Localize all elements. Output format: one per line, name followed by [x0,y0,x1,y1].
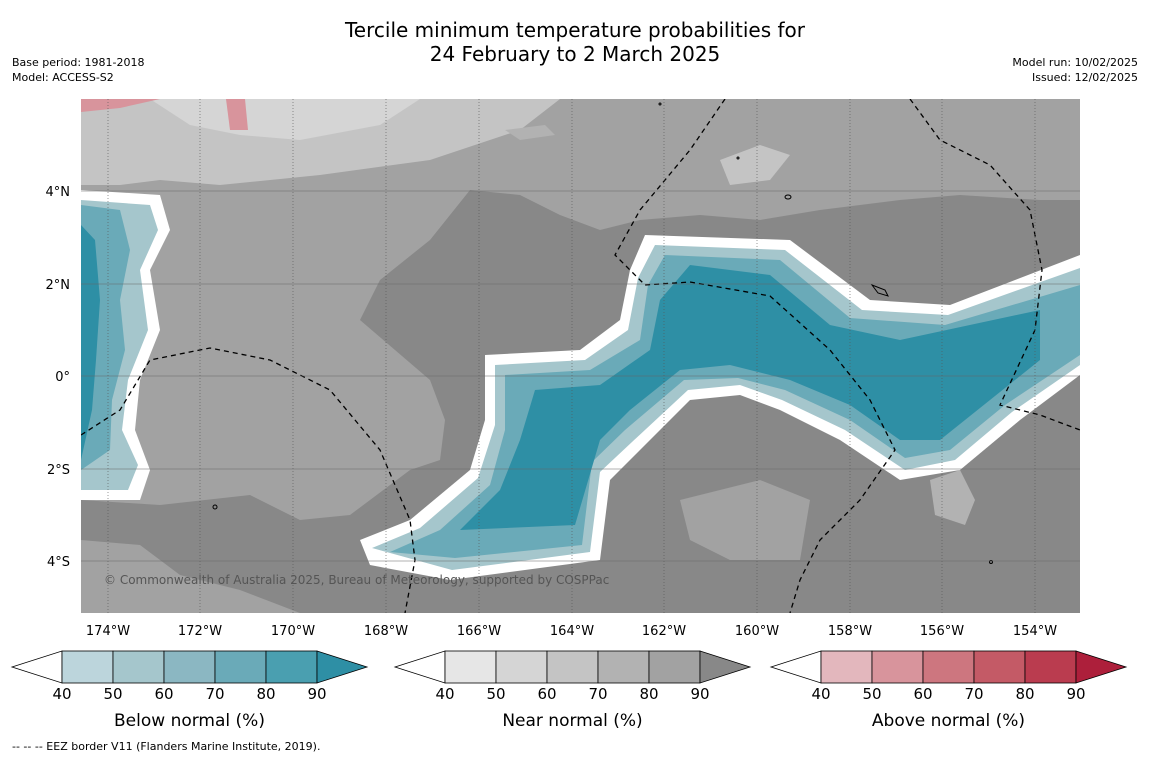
colorbar-cell [444,650,497,684]
colorbar-cell [495,650,548,684]
lon-label: 172°W [178,624,222,639]
colorbar: 40 50 60 70 80 90 Above normal (%) [769,650,1128,731]
colorbar-tick-label: 90 [1066,685,1085,703]
near-normal-light-patch [720,145,790,185]
lon-label: 166°W [457,624,501,639]
eez-border-central [614,99,896,613]
colorbar-tick-label: 90 [690,685,709,703]
model-run: Model run: 10/02/2025 [1012,56,1138,69]
lon-label: 170°W [271,624,315,639]
island [989,560,993,564]
lat-label: 4°N [46,185,71,200]
colorbar-extend-high [699,650,752,684]
eez-border-east [909,99,1080,431]
lon-label: 174°W [86,624,130,639]
island [784,194,792,200]
eez-border-west [81,347,416,613]
colorbar-tick-label: 70 [588,685,607,703]
map-title: Tercile minimum temperature probabilitie… [0,18,1150,66]
island [870,283,889,297]
colorbar-tick-label: 60 [913,685,932,703]
lat-label: 4°S [47,555,70,570]
colorbar-cell [214,650,267,684]
colorbar-cell [163,650,216,684]
near-normal-mid-south [680,480,810,560]
above-normal-patch [81,99,160,112]
near-normal-mid-south-3 [81,540,300,613]
title-line-2: 24 February to 2 March 2025 [429,42,721,66]
colorbar-cell [973,650,1026,684]
colorbar-label: Near normal (%) [502,711,642,731]
colorbar-extend-high [316,650,369,684]
colorbar: 40 50 60 70 80 90 Near normal (%) [393,650,752,731]
above-normal-patch-2 [226,99,248,130]
colorbar-cell [61,650,114,684]
colorbar-extend-low [769,650,822,684]
colorbar-tick-label: 40 [811,685,830,703]
colorbar-extend-high [1075,650,1128,684]
latitude-gridlines [81,190,1080,562]
lon-label: 162°W [642,624,686,639]
near-normal-lighter-north [150,99,420,140]
colorbar-extend-low [10,650,63,684]
lon-label: 164°W [550,624,594,639]
island [658,102,662,106]
island [212,504,218,510]
map-field: © Commonwealth of Australia 2025, Bureau… [81,99,1080,613]
eez-footnote: -- -- -- EEZ border V11 (Flanders Marine… [12,740,321,753]
colorbar-tick-label: 60 [537,685,556,703]
lon-label: 168°W [364,624,408,639]
issued-date: Issued: 12/02/2025 [1031,71,1138,84]
colorbar-cell [871,650,924,684]
near-normal-light-patch-2 [505,125,555,140]
colorbar-tick-label: 80 [256,685,275,703]
model-name: Model: ACCESS-S2 [12,71,114,84]
colorbar-tick-label: 60 [154,685,173,703]
title-line-1: Tercile minimum temperature probabilitie… [344,18,806,42]
colorbar-tick-label: 70 [205,685,224,703]
colorbar-cell [546,650,599,684]
colorbar-tick-label: 50 [862,685,881,703]
colorbar-cell [265,650,318,684]
copyright-text: © Commonwealth of Australia 2025, Bureau… [104,573,609,587]
colorbar-label: Below normal (%) [114,711,265,731]
colorbar-tick-label: 80 [639,685,658,703]
colorbar-extend-low [393,650,446,684]
lon-label: 154°W [1013,624,1057,639]
colorbar-cell [648,650,701,684]
islands [212,102,993,564]
colorbar-cell [922,650,975,684]
lon-label: 156°W [920,624,964,639]
right-metadata: Model run: 10/02/2025 Issued: 12/02/2025 [1012,55,1138,85]
colorbar-tick-label: 50 [486,685,505,703]
lat-label: 2°S [47,463,70,478]
colorbar-tick-label: 40 [435,685,454,703]
colorbar-tick-label: 40 [52,685,71,703]
colorbar-tick-label: 90 [307,685,326,703]
colorbar-label: Above normal (%) [872,711,1025,731]
colorbar-cell [597,650,650,684]
lon-label: 158°W [828,624,872,639]
colorbar-cell [1024,650,1077,684]
colorbar: 40 50 60 70 80 90 Below normal (%) [10,650,369,731]
colorbars: 40 50 60 70 80 90 Below normal (%) 40 50 60 70 80 90… [10,650,1128,731]
colorbar-tick-label: 50 [103,685,122,703]
colorbar-tick-label: 70 [964,685,983,703]
lat-label: 2°N [46,278,71,293]
near-normal-mid-south-2 [930,470,975,525]
colorbar-cell [112,650,165,684]
colorbar-tick-label: 80 [1015,685,1034,703]
latitude-labels: 4°N 2°N 0° 2°S 4°S [46,185,71,570]
base-period: Base period: 1981-2018 [12,56,145,69]
colorbar-cell [820,650,873,684]
longitude-labels: 174°W 172°W 170°W 168°W 166°W 164°W 162°… [86,624,1057,639]
island [736,156,740,160]
lat-label: 0° [55,370,70,385]
lon-label: 160°W [735,624,779,639]
left-metadata: Base period: 1981-2018 Model: ACCESS-S2 [12,55,144,85]
eez-borders [81,99,1080,613]
below-normal-band-90 [460,265,1040,530]
